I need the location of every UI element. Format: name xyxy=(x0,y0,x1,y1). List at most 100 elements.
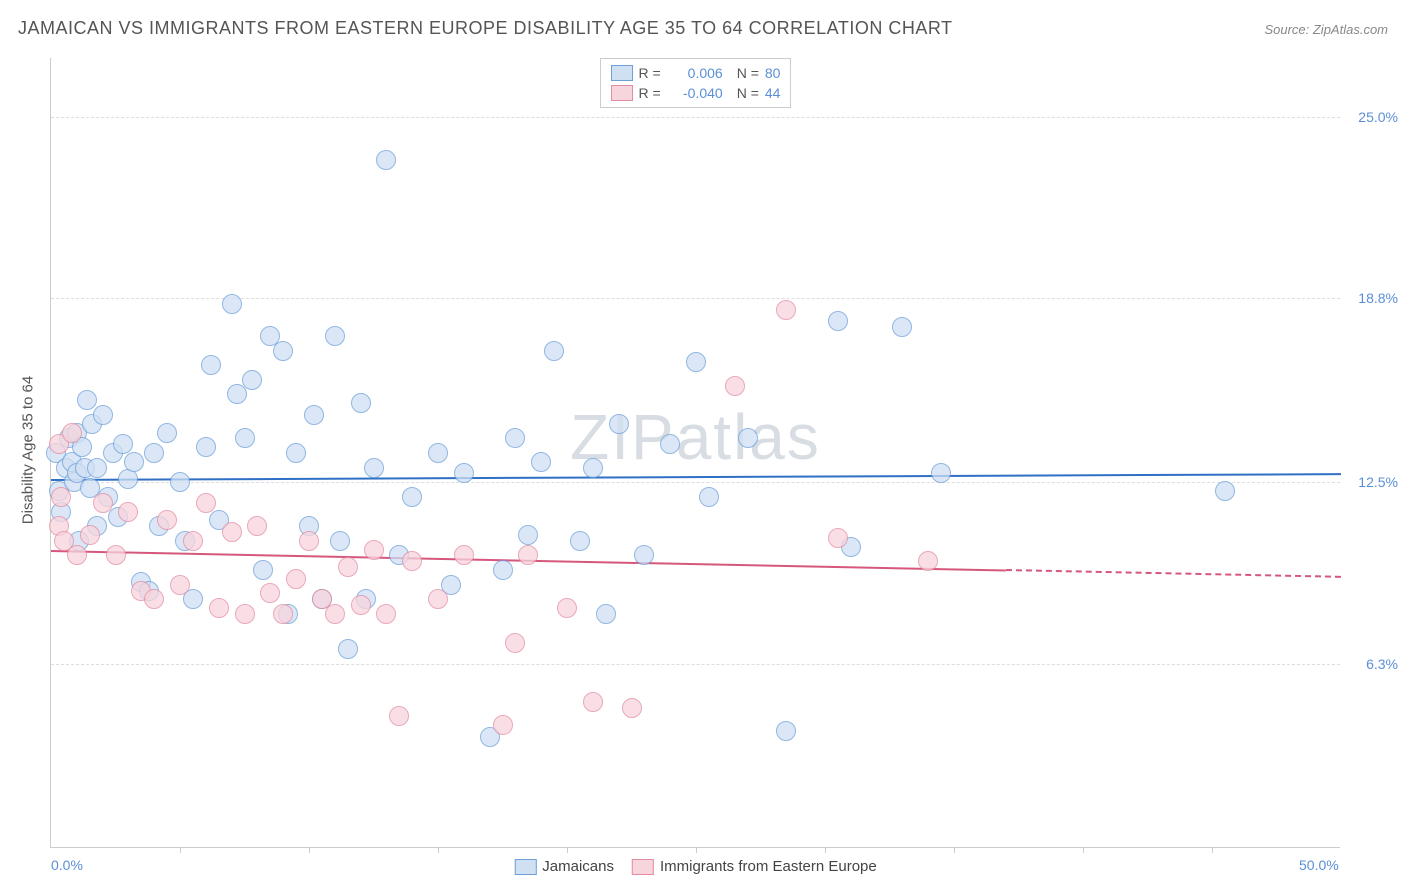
data-point xyxy=(222,522,242,542)
data-point xyxy=(242,370,262,390)
x-minor-tick xyxy=(696,847,697,853)
data-point xyxy=(222,294,242,314)
gridline xyxy=(51,664,1340,665)
data-point xyxy=(531,452,551,472)
x-minor-tick xyxy=(180,847,181,853)
data-point xyxy=(699,487,719,507)
data-point xyxy=(544,341,564,361)
legend-correlation-row: R =0.006N = 80 xyxy=(611,63,781,83)
data-point xyxy=(273,604,293,624)
legend-correlation: R = 0.006 N = 80 R =-0.040N = 44 xyxy=(600,58,792,108)
data-point xyxy=(124,452,144,472)
x-minor-tick xyxy=(1083,847,1084,853)
x-minor-tick xyxy=(1212,847,1213,853)
gridline xyxy=(51,482,1340,483)
y-tick-label: 6.3% xyxy=(1366,656,1398,672)
data-point xyxy=(725,376,745,396)
x-tick-label: 0.0% xyxy=(51,857,83,873)
data-point xyxy=(570,531,590,551)
data-point xyxy=(338,639,358,659)
data-point xyxy=(828,311,848,331)
data-point xyxy=(738,428,758,448)
data-point xyxy=(106,545,126,565)
data-point xyxy=(518,545,538,565)
data-point xyxy=(330,531,350,551)
legend-correlation-row: R =-0.040N = 44 xyxy=(611,83,781,103)
data-point xyxy=(493,715,513,735)
plot-area: ZIPatlas R =0.006N = 80R =-0.040N = 44 J… xyxy=(50,58,1340,848)
data-point xyxy=(364,540,384,560)
data-point xyxy=(776,721,796,741)
data-point xyxy=(157,423,177,443)
data-point xyxy=(376,150,396,170)
data-point xyxy=(183,531,203,551)
data-point xyxy=(157,510,177,530)
data-point xyxy=(505,428,525,448)
data-point xyxy=(634,545,654,565)
data-point xyxy=(776,300,796,320)
n-value: 80 xyxy=(765,65,781,81)
x-minor-tick xyxy=(309,847,310,853)
x-minor-tick xyxy=(825,847,826,853)
y-tick-label: 18.8% xyxy=(1358,290,1398,306)
data-point xyxy=(235,428,255,448)
data-point xyxy=(87,458,107,478)
data-point xyxy=(518,525,538,545)
data-point xyxy=(80,525,100,545)
data-point xyxy=(622,698,642,718)
legend-series: Jamaicans Immigrants from Eastern Europe xyxy=(514,858,876,875)
data-point xyxy=(144,443,164,463)
data-point xyxy=(1215,481,1235,501)
data-point xyxy=(273,341,293,361)
data-point xyxy=(260,583,280,603)
n-label: N = xyxy=(737,85,759,101)
x-minor-tick xyxy=(438,847,439,853)
data-point xyxy=(51,487,71,507)
data-point xyxy=(93,405,113,425)
legend-series-item: Immigrants from Eastern Europe xyxy=(632,858,877,875)
data-point xyxy=(428,589,448,609)
watermark: ZIPatlas xyxy=(570,400,821,474)
data-point xyxy=(286,443,306,463)
data-point xyxy=(583,458,603,478)
data-point xyxy=(67,545,87,565)
y-axis-label: Disability Age 35 to 64 xyxy=(20,376,37,524)
r-label: R = xyxy=(639,65,661,81)
legend-swatch xyxy=(611,85,633,101)
data-point xyxy=(428,443,448,463)
chart-container: JAMAICAN VS IMMIGRANTS FROM EASTERN EURO… xyxy=(0,0,1406,892)
trend-line xyxy=(51,473,1341,481)
data-point xyxy=(609,414,629,434)
data-point xyxy=(364,458,384,478)
data-point xyxy=(918,551,938,571)
data-point xyxy=(686,352,706,372)
data-point xyxy=(304,405,324,425)
data-point xyxy=(62,423,82,443)
gridline xyxy=(51,117,1340,118)
trend-line-dashed xyxy=(1006,569,1341,578)
data-point xyxy=(201,355,221,375)
legend-series-label: Jamaicans xyxy=(542,858,614,875)
y-tick-label: 25.0% xyxy=(1358,109,1398,125)
data-point xyxy=(247,516,267,536)
data-point xyxy=(144,589,164,609)
legend-series-label: Immigrants from Eastern Europe xyxy=(660,858,877,875)
x-minor-tick xyxy=(567,847,568,853)
data-point xyxy=(505,633,525,653)
gridline xyxy=(51,298,1340,299)
data-point xyxy=(170,575,190,595)
data-point xyxy=(170,472,190,492)
data-point xyxy=(227,384,247,404)
data-point xyxy=(299,531,319,551)
data-point xyxy=(196,437,216,457)
legend-swatch xyxy=(514,859,536,875)
data-point xyxy=(454,545,474,565)
x-minor-tick xyxy=(954,847,955,853)
data-point xyxy=(253,560,273,580)
data-point xyxy=(286,569,306,589)
data-point xyxy=(196,493,216,513)
data-point xyxy=(376,604,396,624)
data-point xyxy=(828,528,848,548)
r-value: 0.006 xyxy=(667,65,723,81)
data-point xyxy=(454,463,474,483)
